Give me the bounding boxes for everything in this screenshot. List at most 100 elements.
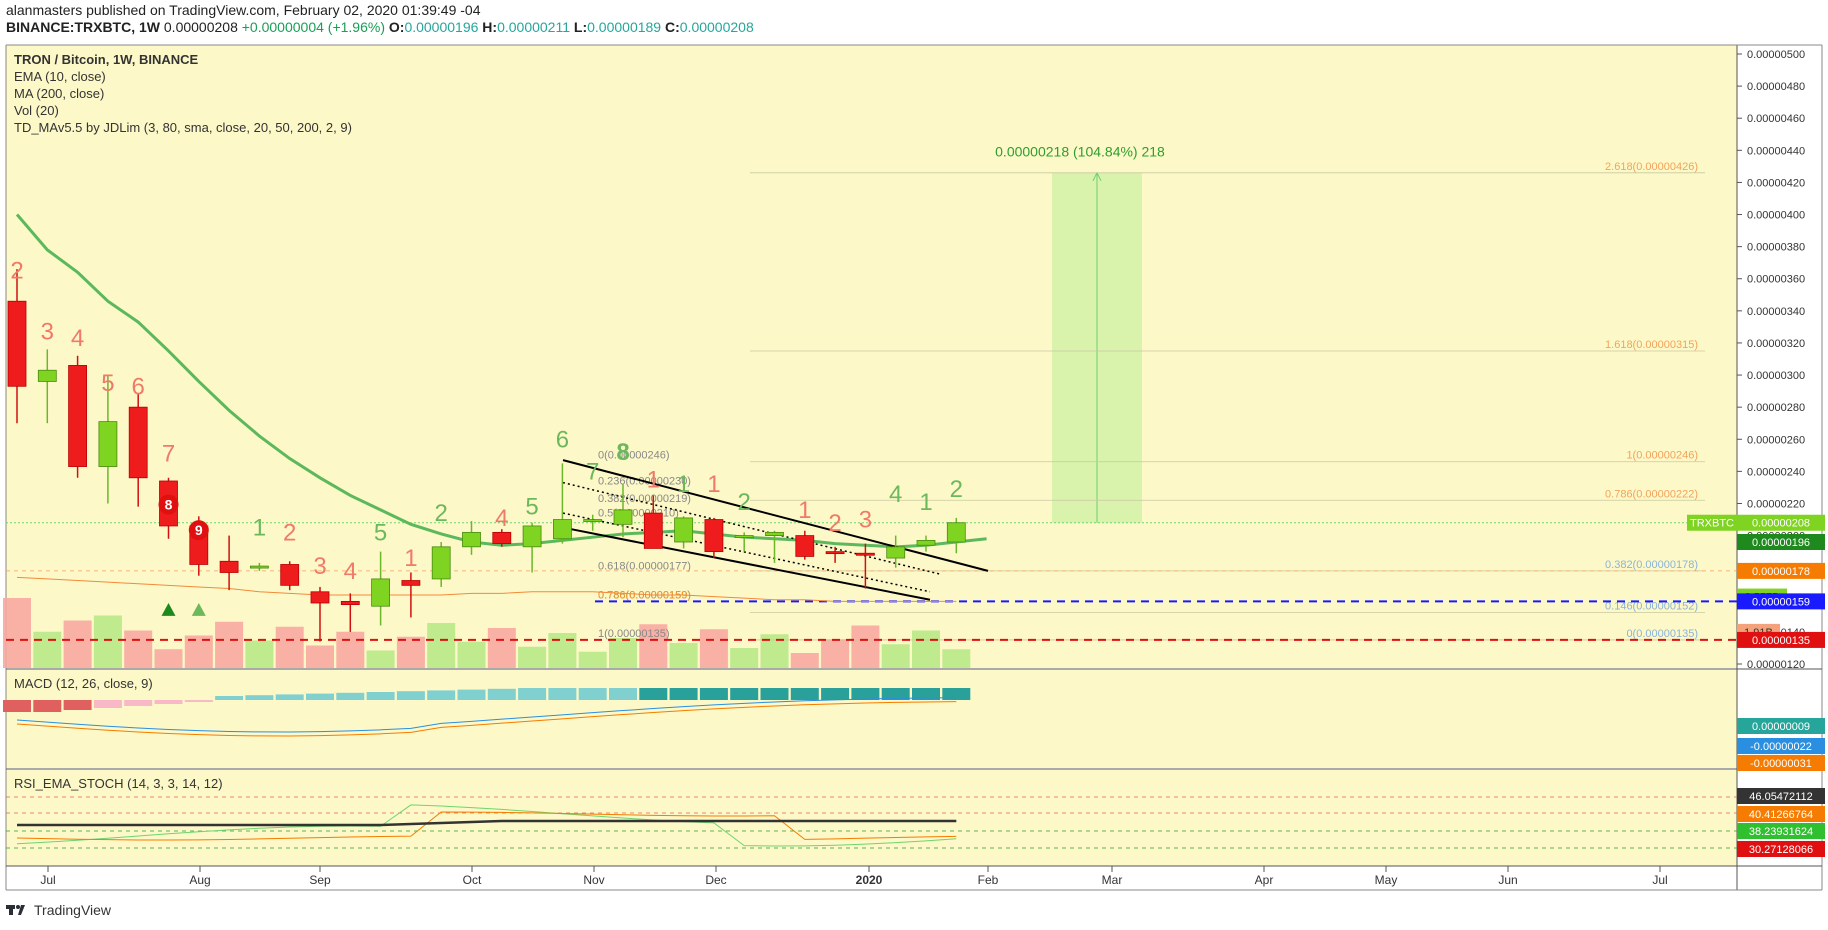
rsi-pane-bg bbox=[6, 770, 1737, 866]
td-count: 4 bbox=[71, 325, 84, 352]
candle-body bbox=[734, 535, 754, 538]
td-count: 6 bbox=[132, 373, 145, 400]
y-tick-label: 0.00000380 bbox=[1747, 242, 1805, 254]
macd-bar bbox=[275, 694, 304, 700]
macd-bar bbox=[245, 695, 274, 700]
y-tick-label: 0.00000340 bbox=[1747, 306, 1805, 318]
volume-bar bbox=[730, 648, 759, 668]
macd-bar bbox=[518, 688, 547, 700]
x-tick-label: Aug bbox=[189, 873, 210, 887]
td-count: 1 bbox=[919, 489, 932, 516]
td-count: 1 bbox=[677, 471, 690, 498]
candle-body bbox=[795, 535, 815, 557]
macd-bar bbox=[821, 688, 850, 700]
h-value: 0.00000211 bbox=[497, 19, 571, 35]
volume-bar bbox=[124, 630, 153, 668]
macd-bar bbox=[790, 688, 819, 700]
macd-bar bbox=[366, 692, 395, 700]
legend-ma[interactable]: MA (200, close) bbox=[14, 86, 105, 101]
chart-canvas[interactable]: 0.00000500 0.00000480 0.00000460 0.00000440… bbox=[0, 38, 1828, 900]
macd-bar bbox=[609, 688, 637, 700]
y-tick-label: 0.00000280 bbox=[1747, 402, 1805, 414]
volume-bar bbox=[821, 639, 850, 668]
candle-body bbox=[704, 519, 724, 553]
td-count: 5 bbox=[525, 494, 538, 521]
td-count: 3 bbox=[41, 319, 54, 346]
price-label-bg bbox=[1737, 534, 1825, 550]
macd-bar bbox=[215, 696, 244, 700]
c-label: C: bbox=[664, 19, 680, 35]
volume-bar bbox=[609, 638, 637, 668]
symbol-name: BINANCE:TRXBTC, 1W bbox=[6, 19, 160, 35]
macd-bar bbox=[669, 688, 698, 700]
td-count: 1 bbox=[404, 545, 417, 572]
macd-line bbox=[16, 697, 957, 733]
macd-bar bbox=[457, 689, 486, 700]
tradingview-logo[interactable]: TradingView bbox=[6, 902, 111, 918]
y-tick-label: 0.00000260 bbox=[1747, 434, 1805, 446]
rsi-value-bg bbox=[1737, 788, 1825, 804]
td-circle bbox=[158, 494, 179, 515]
tradingview-label: TradingView bbox=[34, 902, 112, 918]
td-count: 2 bbox=[435, 500, 448, 527]
volume-bar bbox=[578, 651, 607, 668]
time-axis-bg bbox=[6, 866, 1737, 890]
macd-bar bbox=[184, 700, 213, 702]
macd-bar bbox=[699, 688, 728, 700]
legend-td[interactable]: TD_MAv5.5 by JDLim (3, 80, sma, close, 2… bbox=[14, 120, 352, 135]
price-label-bg bbox=[1737, 514, 1825, 531]
macd-legend[interactable]: MACD (12, 26, close, 9) bbox=[14, 676, 153, 691]
volume-bar bbox=[881, 644, 910, 668]
volume-bar bbox=[790, 653, 819, 668]
fib-label: 0(0.00000135) bbox=[1626, 628, 1698, 640]
macd-value-bg bbox=[1737, 738, 1825, 754]
main-pane-bg bbox=[6, 45, 1737, 668]
volume-bar bbox=[366, 650, 395, 668]
price-label-text: 0.00000208 bbox=[1752, 518, 1810, 530]
volume-bar bbox=[669, 643, 698, 668]
candle-body bbox=[583, 519, 603, 522]
rsi-legend[interactable]: RSI_EMA_STOCH (14, 3, 3, 14, 12) bbox=[14, 776, 223, 791]
candle-body bbox=[219, 560, 239, 573]
td-circle-label: 9 bbox=[195, 522, 203, 538]
rsi-value-text: 40.41266764 bbox=[1749, 809, 1813, 821]
legend-ema[interactable]: EMA (10, close) bbox=[14, 69, 106, 84]
tradingview-icon bbox=[6, 903, 28, 917]
y-tick-label: 0.00000360 bbox=[1747, 274, 1805, 286]
macd-bar bbox=[124, 700, 153, 706]
macd-value-text: 0.00000009 bbox=[1752, 721, 1810, 733]
rsi-value-text: 38.23931624 bbox=[1749, 826, 1813, 838]
legend-vol[interactable]: Vol (20) bbox=[14, 103, 59, 118]
fib-label: 0.146(0.00000152) bbox=[1605, 601, 1698, 613]
macd-bar bbox=[487, 688, 516, 700]
l-value: 0.00000189 bbox=[587, 19, 662, 35]
x-tick-label: May bbox=[1375, 873, 1398, 887]
x-tick-label: Apr bbox=[1255, 873, 1274, 887]
x-tick-label: Feb bbox=[978, 873, 999, 887]
macd-bar bbox=[730, 688, 759, 700]
macd-bar bbox=[33, 700, 62, 712]
y-tick-label: 0.00000480 bbox=[1747, 81, 1805, 93]
candle-body bbox=[128, 406, 148, 479]
x-tick-label: 2020 bbox=[856, 873, 883, 887]
x-tick-label: Jul bbox=[40, 873, 55, 887]
x-tick-label: Sep bbox=[309, 873, 331, 887]
rsi-value-text: 46.05472112 bbox=[1749, 791, 1812, 803]
x-tick-label: Dec bbox=[705, 873, 726, 887]
close-value: 0.00000208 bbox=[163, 19, 238, 35]
td-count: 2 bbox=[828, 510, 841, 537]
td-count: 2 bbox=[283, 519, 296, 546]
candle-body bbox=[643, 512, 663, 549]
candle-body bbox=[856, 552, 875, 556]
o-label: O: bbox=[388, 19, 405, 35]
macd-bar bbox=[336, 692, 365, 700]
rsi-value-bg bbox=[1737, 806, 1825, 822]
price-label-bg bbox=[1737, 593, 1825, 610]
candle-body bbox=[492, 531, 512, 545]
volume-bar bbox=[427, 623, 456, 668]
macd-bar bbox=[154, 700, 183, 704]
fib-left-label-786: 0.786(0.00000159) bbox=[598, 589, 691, 601]
fib-label: 1(0.00000246) bbox=[1626, 450, 1698, 462]
candle-body bbox=[613, 509, 633, 525]
wedge-lower bbox=[562, 526, 931, 601]
